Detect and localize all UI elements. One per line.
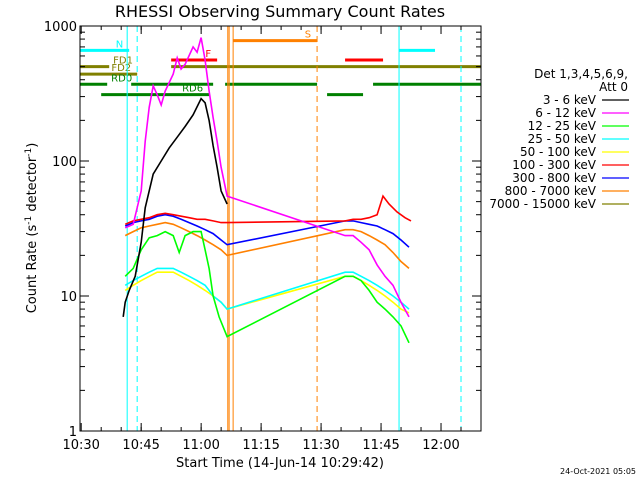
- flag-label-f: F: [205, 49, 211, 60]
- y-axis-label-prefix: Count Rate (s: [25, 225, 40, 314]
- legend-label-3-6-kev: 3 - 6 keV: [543, 93, 597, 107]
- x-tick-label: 10:30: [62, 438, 99, 453]
- legend-label-7000-15000-kev: 7000 - 15000 keV: [489, 197, 596, 211]
- x-tick-label: 11:00: [182, 438, 219, 453]
- series-line-800-7000-kev: [124, 221, 410, 270]
- flag-label-fd2: FD2: [111, 63, 131, 74]
- y-axis-label: Count Rate (s-1 detector-1): [24, 143, 40, 314]
- series-lines: [122, 37, 412, 344]
- x-tick-label: 12:00: [422, 438, 459, 453]
- legend-label-300-800-kev: 300 - 800 keV: [512, 171, 596, 185]
- flag-label-fd1: FD1: [113, 56, 133, 67]
- legend-label-12-25-kev: 12 - 25 keV: [528, 119, 597, 133]
- series-line-12-25-kev: [124, 230, 410, 344]
- flag-label-rd6: RD6: [182, 84, 203, 95]
- series-line-3-6-kev: [122, 97, 228, 318]
- chart-title: RHESSI Observing Summary Count Rates: [115, 2, 445, 21]
- y-axis-label-sup2: -1: [24, 148, 34, 157]
- legend-label-800-7000-kev: 800 - 7000 keV: [505, 184, 597, 198]
- series-line-25-50-kev: [124, 267, 410, 311]
- flag-label-rd0: RD0: [111, 73, 132, 84]
- series-line-300-800-kev: [124, 213, 410, 248]
- x-tick-label: 11:30: [302, 438, 339, 453]
- flag-label-s: S: [305, 30, 311, 41]
- x-axis-label: Start Time (14-Jun-14 10:29:42): [176, 456, 384, 471]
- x-axis: 10:30 10:45 11:00 11:15 11:30 11:45 12:00: [62, 26, 462, 453]
- y-tick-label: 10: [60, 290, 77, 305]
- legend-label-50-100-kev: 50 - 100 keV: [520, 145, 597, 159]
- legend-label-100-300-kev: 100 - 300 keV: [512, 158, 596, 172]
- y-axis-label-sup1: -1: [24, 216, 34, 225]
- x-tick-label: 11:45: [362, 438, 399, 453]
- flag-label-n: N: [116, 39, 123, 50]
- y-tick-label: 1000: [44, 20, 77, 35]
- x-tick-label: 10:45: [122, 438, 159, 453]
- legend-label-25-50-kev: 25 - 50 keV: [528, 132, 597, 146]
- series-line-6-12-kev: [124, 37, 410, 318]
- legend-label-6-12-kev: 6 - 12 keV: [535, 106, 597, 120]
- y-axis-label-mid: detector: [25, 156, 40, 216]
- y-tick-label: 100: [52, 155, 77, 170]
- date-stamp: 24-Oct-2021 05:05: [560, 467, 636, 476]
- y-axis-label-suffix: ): [25, 143, 40, 148]
- legend-title-line2: Att 0: [599, 80, 628, 94]
- x-tick-label: 11:15: [242, 438, 279, 453]
- y-tick-label: 1: [69, 425, 77, 440]
- plot-frame: [79, 25, 482, 432]
- y-axis: 1 10 100 1000: [44, 20, 481, 440]
- legend-title-line1: Det 1,3,4,5,6,9,: [534, 67, 628, 81]
- series-line-100-300-kev: [124, 194, 412, 226]
